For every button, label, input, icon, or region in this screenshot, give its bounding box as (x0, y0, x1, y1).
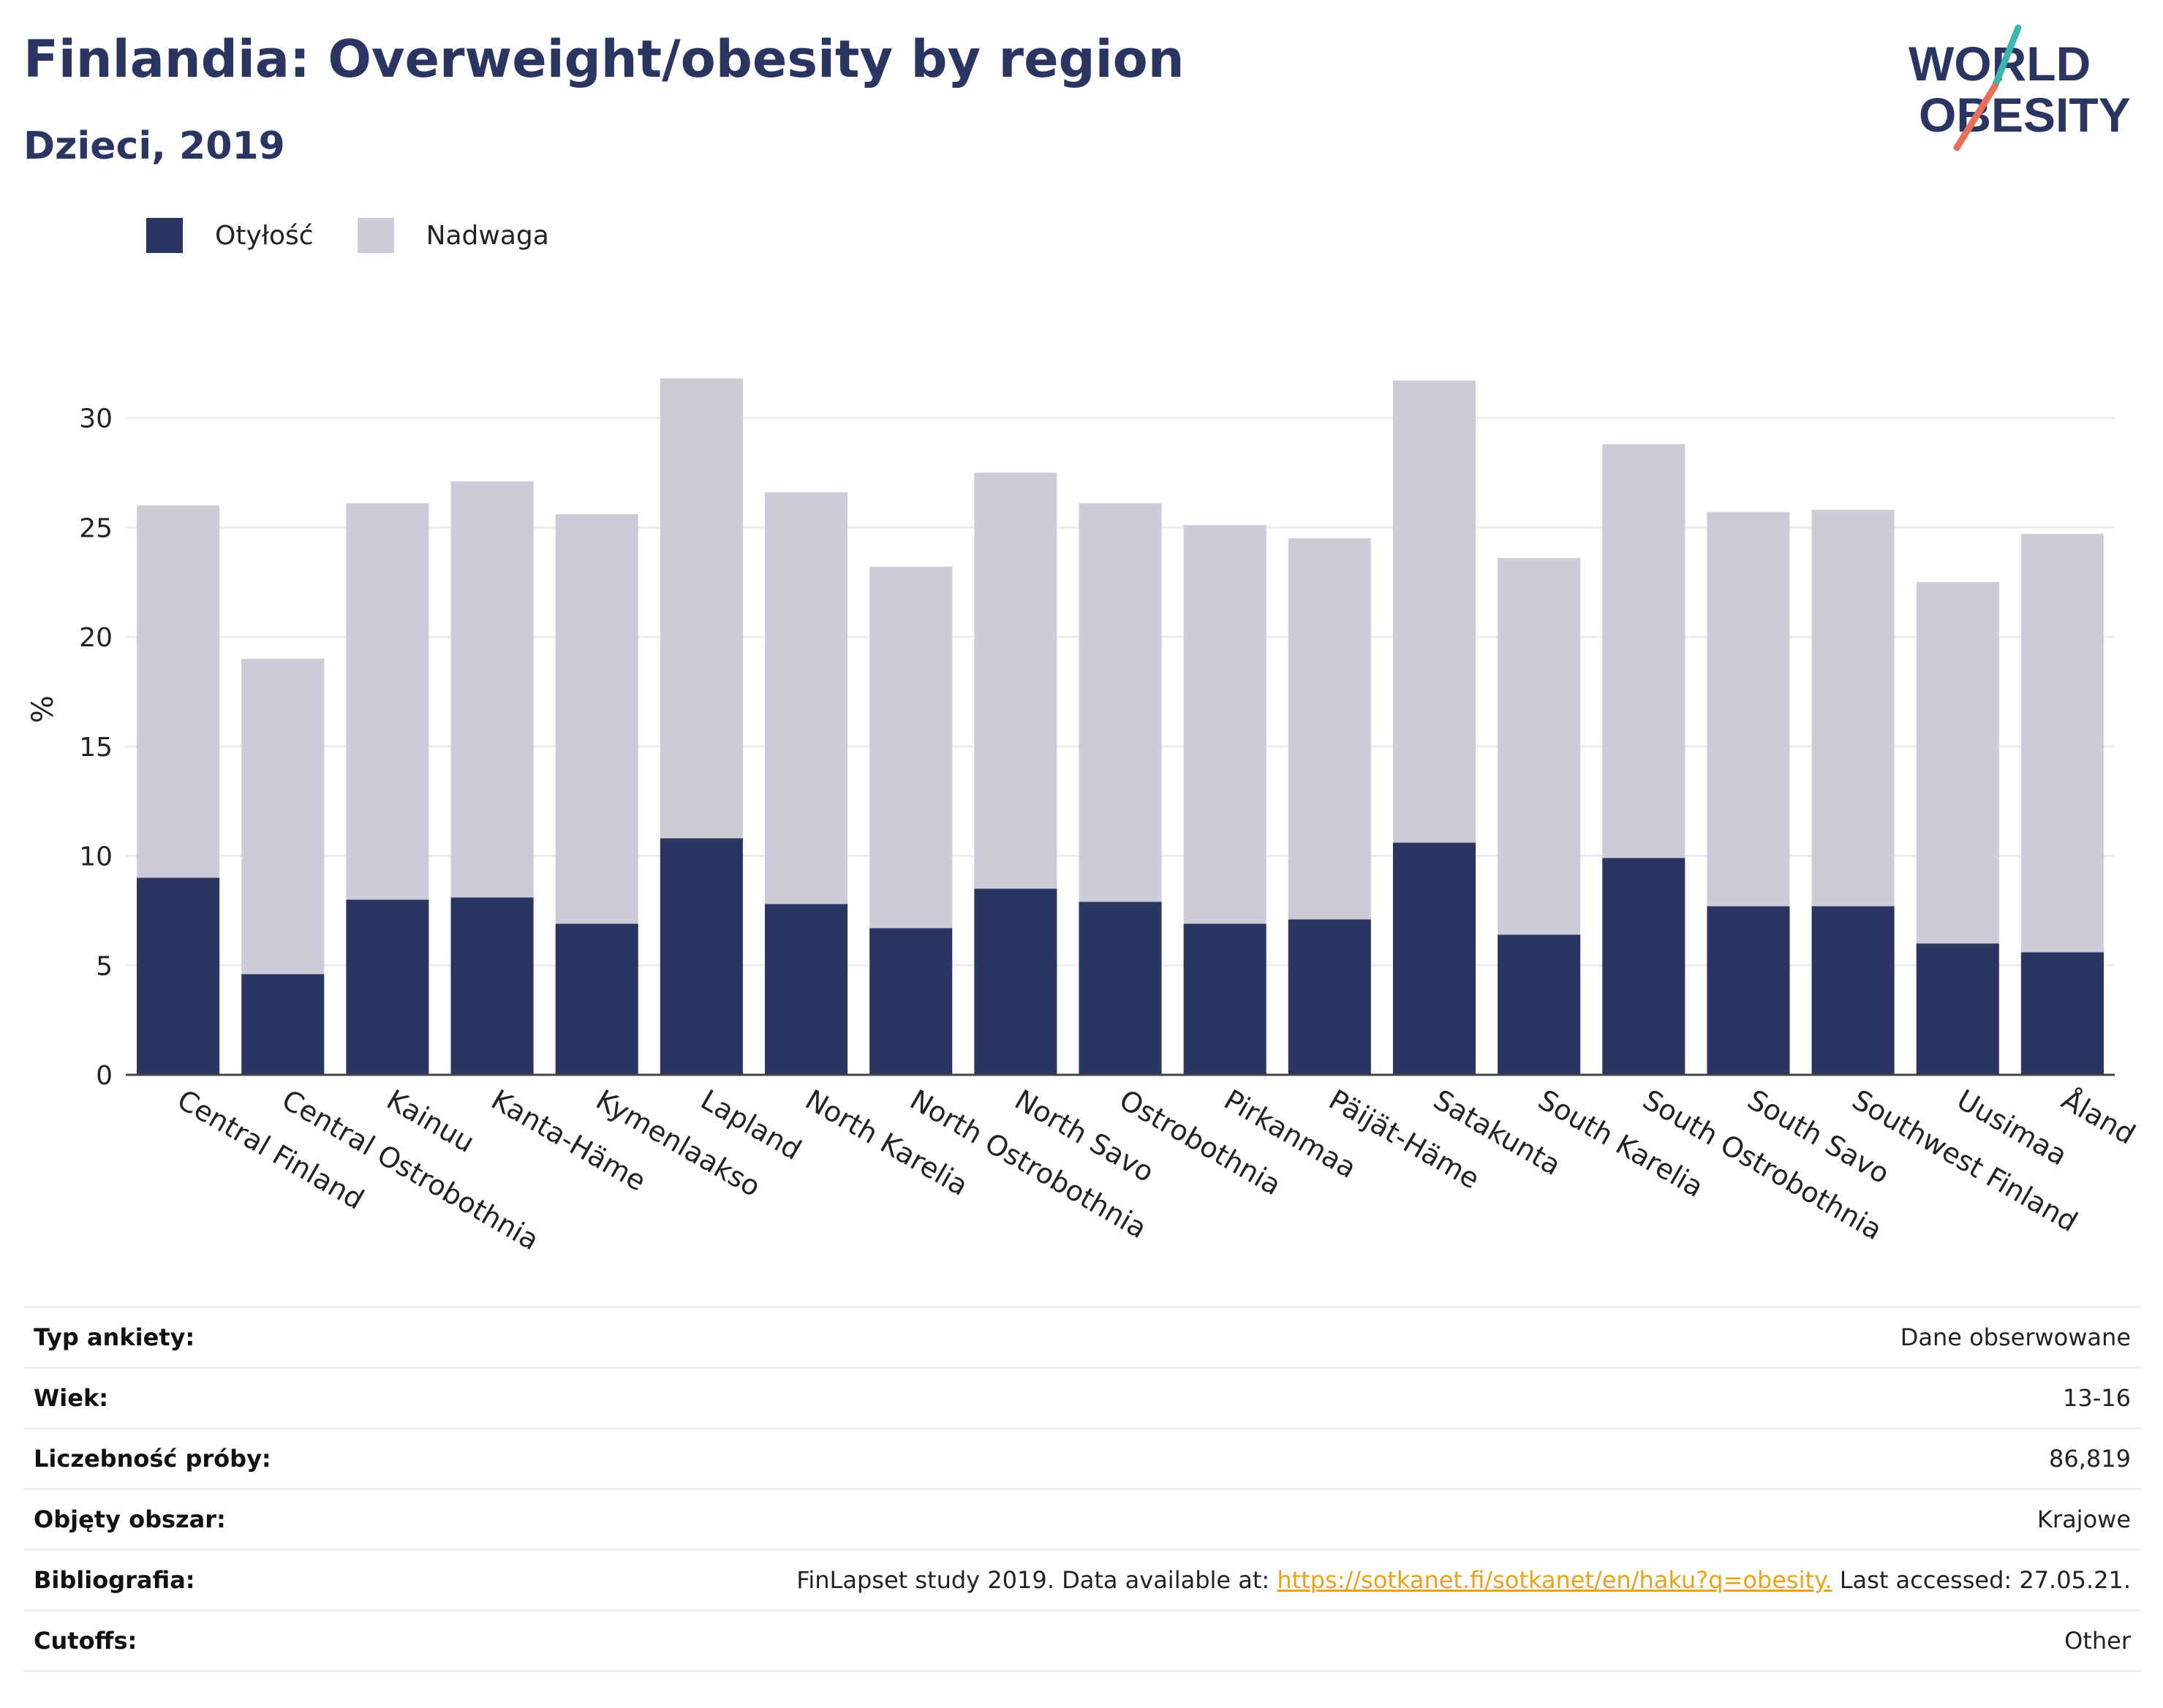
bar-overweight (137, 505, 220, 878)
bar-obesity (1916, 943, 1999, 1075)
bibliography-prefix: FinLapset study 2019. Data available at: (796, 1566, 1277, 1594)
bar-obesity (869, 928, 953, 1075)
bar-obesity (1811, 906, 1895, 1075)
legend-item-overweight[interactable]: Nadwaga (357, 218, 549, 253)
bibliography-link[interactable]: https://sotkanet.fi/sotkanet/en/haku?q=o… (1277, 1566, 1832, 1594)
bar-overweight (1707, 512, 1790, 907)
info-label: Bibliografia: (34, 1566, 195, 1594)
bar-overweight (241, 658, 325, 975)
bar-obesity (1707, 906, 1790, 1075)
bar-overweight (1288, 538, 1371, 920)
bar-obesity (974, 888, 1057, 1075)
bar-obesity (241, 974, 325, 1075)
chart-title: Finlandia: Overweight/obesity by region (23, 29, 1185, 89)
info-row-area-covered: Objęty obszar: Krajowe (23, 1489, 2141, 1550)
info-row-age: Wiek: 13-16 (23, 1367, 2141, 1429)
info-label: Objęty obszar: (34, 1505, 226, 1533)
bibliography-suffix: Last accessed: 27.05.21. (1832, 1566, 2131, 1594)
legend-label-obesity: Otyłość (215, 220, 314, 251)
bar-obesity (137, 877, 220, 1075)
bar-overweight (2020, 534, 2104, 953)
bar-obesity (555, 923, 638, 1075)
info-value: Other (2064, 1627, 2131, 1655)
legend-swatch-overweight (357, 218, 394, 253)
bar-overweight (1811, 510, 1895, 907)
bar-obesity (450, 897, 534, 1075)
chart-subtitle: Dzieci, 2019 (23, 124, 285, 168)
bar-overweight (974, 472, 1057, 889)
info-label: Cutoffs: (34, 1627, 137, 1655)
bar-obesity (660, 838, 743, 1075)
info-label: Typ ankiety: (34, 1323, 195, 1351)
y-tick-label: 20 (79, 623, 113, 653)
legend: Otyłość Nadwaga (146, 218, 593, 253)
bar-obesity (1079, 902, 1162, 1075)
y-tick-label: 0 (96, 1061, 113, 1091)
y-tick-label: 10 (79, 842, 113, 872)
bar-overweight (1602, 444, 1686, 858)
bar-overweight (450, 481, 534, 898)
bar-obesity (2020, 952, 2104, 1075)
logo-obesity-text: OBESITY (1919, 88, 2131, 142)
info-row-bibliography: Bibliografia: FinLapset study 2019. Data… (23, 1549, 2141, 1611)
bar-obesity (1498, 934, 1581, 1075)
y-tick-label: 30 (79, 404, 113, 434)
bar-obesity (1183, 923, 1267, 1075)
legend-item-obesity[interactable]: Otyłość (146, 218, 314, 253)
logo-coral-stroke (1953, 83, 1998, 151)
bar-overweight (555, 514, 638, 924)
info-row-survey-type: Typ ankiety: Dane obserwowane (23, 1307, 2141, 1368)
info-row-sample-size: Liczebność próby: 86,819 (23, 1428, 2141, 1489)
bar-obesity (346, 899, 429, 1075)
bar-obesity (1288, 919, 1371, 1075)
bar-overweight (869, 567, 953, 929)
logo-teal-stroke (1991, 24, 2022, 90)
bar-overweight (1392, 380, 1476, 843)
bar-overweight (1079, 503, 1162, 902)
bar-obesity (1392, 842, 1476, 1075)
x-tick-label: Åland (2056, 1084, 2141, 1151)
bar-overweight (660, 378, 743, 839)
bar-overweight (764, 492, 848, 904)
legend-swatch-obesity (146, 218, 183, 253)
y-axis-label: % (26, 695, 60, 723)
bar-obesity (1602, 858, 1686, 1075)
y-tick-label: 25 (79, 513, 113, 543)
info-value-bibliography: FinLapset study 2019. Data available at:… (353, 1550, 2141, 1611)
info-value: 13-16 (2063, 1384, 2131, 1412)
info-value: Dane obserwowane (1900, 1323, 2131, 1351)
bar-overweight (1183, 525, 1267, 924)
info-label: Wiek: (34, 1384, 109, 1412)
x-tick-label: Central Finland (172, 1084, 369, 1216)
bar-overweight (1498, 558, 1581, 935)
info-value: Krajowe (2036, 1505, 2131, 1533)
info-row-cutoffs: Cutoffs: Other (23, 1610, 2141, 1671)
y-tick-label: 15 (79, 733, 113, 763)
info-value: 86,819 (2049, 1445, 2131, 1473)
info-table: Typ ankiety: Dane obserwowane Wiek: 13-1… (23, 1306, 2141, 1672)
bar-obesity (764, 904, 848, 1075)
y-tick-label: 5 (96, 951, 113, 981)
bar-overweight (346, 503, 429, 900)
info-label: Liczebność próby: (34, 1445, 271, 1473)
legend-label-overweight: Nadwaga (426, 220, 549, 251)
world-obesity-logo: WORLD OBESITY (1909, 24, 2131, 151)
bar-overweight (1916, 582, 1999, 944)
